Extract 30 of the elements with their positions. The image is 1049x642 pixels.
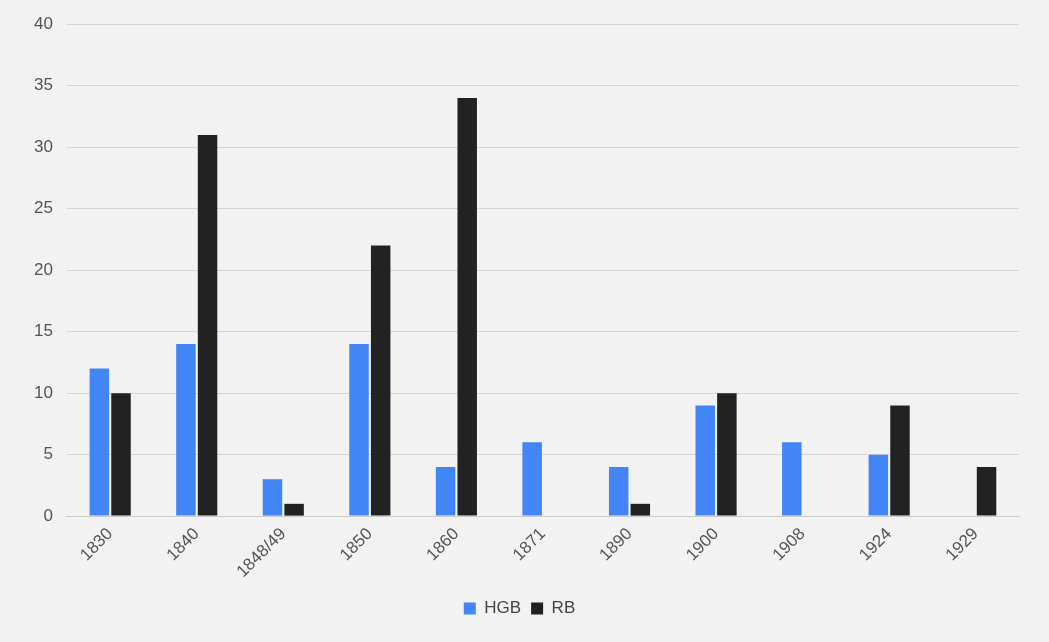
bar <box>608 466 629 516</box>
y-tick-label: 5 <box>43 444 53 464</box>
bar <box>89 368 110 516</box>
y-tick-label: 30 <box>33 136 53 156</box>
legend-label: RB <box>551 598 576 618</box>
bar <box>630 503 651 516</box>
bar <box>868 454 889 516</box>
legend-label: HGB <box>484 598 522 618</box>
bar <box>717 393 737 516</box>
bar <box>522 442 542 516</box>
bar <box>370 245 391 516</box>
y-tick-label: 15 <box>33 321 53 341</box>
bar <box>349 343 369 516</box>
bar <box>695 405 715 516</box>
bar <box>435 466 456 516</box>
y-tick-label: 25 <box>33 198 53 218</box>
bar <box>976 466 997 516</box>
y-tick-label: 0 <box>43 505 53 525</box>
bar <box>197 134 218 516</box>
bar <box>782 442 802 516</box>
bar <box>111 393 131 516</box>
y-tick-label: 40 <box>33 13 53 33</box>
y-tick-label: 10 <box>33 382 53 402</box>
bar <box>284 503 304 516</box>
bar <box>890 405 910 516</box>
bar <box>176 343 196 516</box>
bar <box>457 97 477 516</box>
y-tick-label: 35 <box>33 75 53 95</box>
bar <box>262 479 283 516</box>
y-tick-label: 20 <box>33 259 53 279</box>
